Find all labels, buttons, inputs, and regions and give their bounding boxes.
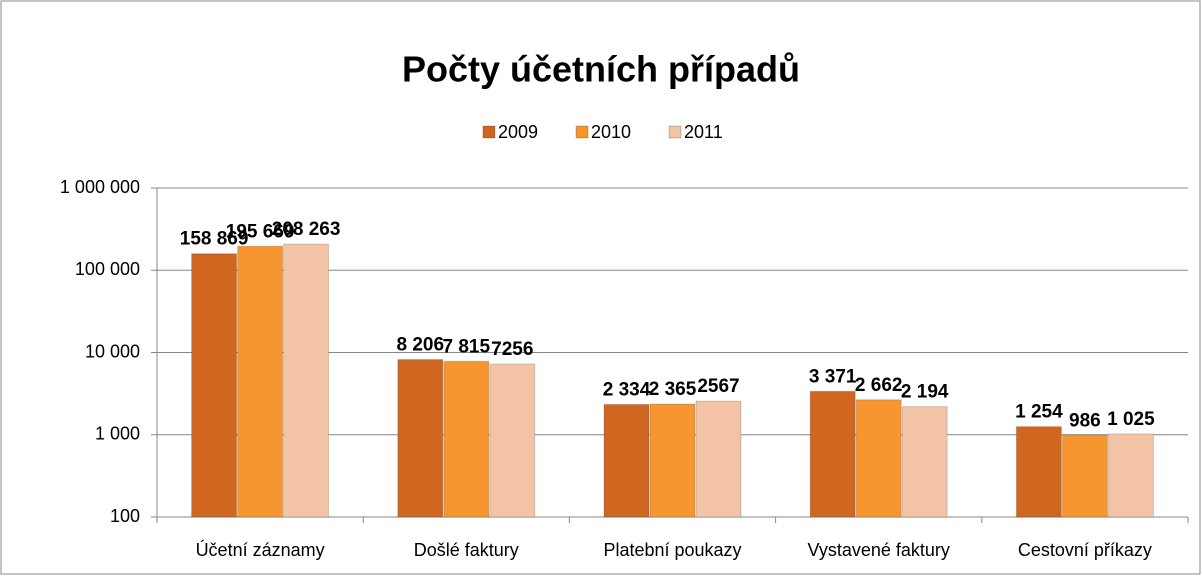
legend-swatch bbox=[575, 125, 589, 139]
bar bbox=[649, 403, 696, 518]
bar bbox=[397, 359, 444, 518]
legend-label: 2010 bbox=[591, 122, 631, 142]
bar bbox=[809, 390, 856, 518]
value-label: 158 869 bbox=[180, 229, 249, 250]
bar bbox=[237, 245, 284, 518]
x-tick-label: Platební poukazy bbox=[603, 540, 741, 560]
value-label: 2 662 bbox=[855, 375, 903, 396]
chart-title: Počty účetních případů bbox=[402, 49, 800, 90]
bar bbox=[191, 253, 238, 518]
value-label: 195 669 bbox=[226, 221, 295, 242]
value-label: 1 254 bbox=[1015, 402, 1063, 423]
bar bbox=[489, 363, 536, 518]
x-tick-label: Cestovní příkazy bbox=[1018, 540, 1152, 560]
x-tick-label: Účetní záznamy bbox=[196, 539, 325, 560]
y-tick-label: 10 000 bbox=[85, 341, 140, 361]
value-label: 8 206 bbox=[397, 335, 445, 356]
value-label: 2 194 bbox=[901, 382, 949, 403]
value-label: 2 334 bbox=[603, 379, 651, 400]
bar bbox=[695, 400, 742, 518]
value-label: 7256 bbox=[491, 339, 533, 360]
value-label: 7 815 bbox=[443, 336, 491, 357]
bar bbox=[443, 360, 490, 518]
x-tick-label: Vystavené faktury bbox=[807, 540, 949, 560]
value-label: 986 bbox=[1069, 410, 1101, 431]
value-label: 2567 bbox=[697, 376, 739, 397]
y-tick-label: 100 bbox=[110, 506, 140, 526]
value-label: 208 263 bbox=[272, 219, 341, 240]
legend-swatch bbox=[668, 125, 682, 139]
y-tick-label: 1 000 000 bbox=[60, 177, 140, 197]
legend-label: 2011 bbox=[684, 122, 723, 142]
value-label: 1 025 bbox=[1107, 409, 1155, 430]
y-tick-label: 100 000 bbox=[75, 259, 140, 279]
x-tick-label: Došlé faktury bbox=[414, 540, 519, 560]
bar bbox=[855, 399, 902, 518]
bar bbox=[283, 243, 330, 518]
value-label: 2 365 bbox=[649, 379, 697, 400]
bar bbox=[1061, 434, 1108, 518]
legend-label: 2009 bbox=[498, 122, 538, 142]
bar bbox=[603, 403, 650, 518]
legend-swatch bbox=[482, 125, 496, 139]
y-tick-label: 1 000 bbox=[95, 424, 140, 444]
value-label: 3 371 bbox=[809, 366, 857, 387]
bar bbox=[901, 406, 948, 518]
bar bbox=[1107, 433, 1154, 518]
bar bbox=[1015, 426, 1062, 518]
